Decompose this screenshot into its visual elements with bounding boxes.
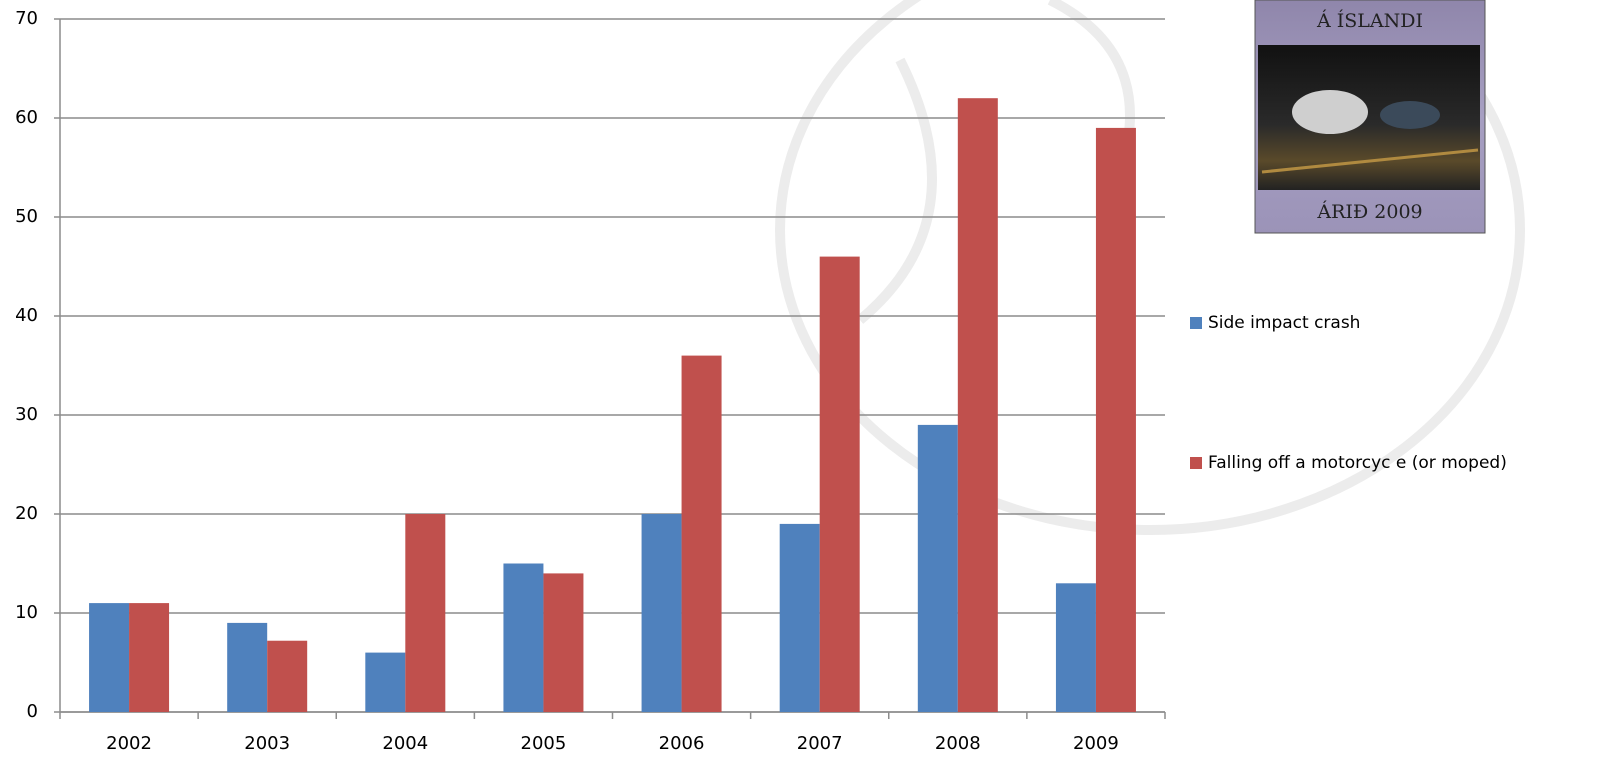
x-tick-label: 2002 (106, 733, 152, 754)
chart: Á ÍSLANDI ÁRIÐ 2009 0 10 20 30 40 50 60 70 2002 2… (0, 0, 1620, 783)
y-tick-label: 30 (15, 404, 38, 425)
cover-title: Á ÍSLANDI (1316, 9, 1423, 32)
cover-subtitle: ÁRIÐ 2009 (1316, 200, 1422, 223)
bar (642, 514, 682, 712)
x-tick-label: 2008 (935, 733, 981, 754)
y-tick-label: 20 (15, 503, 38, 524)
legend-swatch (1190, 457, 1202, 469)
y-tick-label: 40 (15, 305, 38, 326)
bar (682, 356, 722, 712)
x-tick-label: 2007 (797, 733, 843, 754)
bar (405, 514, 445, 712)
legend-swatch (1190, 317, 1202, 329)
legend-label: Side impact crash (1208, 313, 1360, 333)
bar (503, 564, 543, 713)
x-tick-label: 2005 (521, 733, 567, 754)
bar (820, 257, 860, 712)
x-tick-label: 2004 (382, 733, 428, 754)
bar (227, 623, 267, 712)
bar (1096, 128, 1136, 712)
bar (780, 524, 820, 712)
x-tick-label: 2009 (1073, 733, 1119, 754)
y-tick-label: 60 (15, 107, 38, 128)
bar (543, 573, 583, 712)
y-tick-label: 10 (15, 602, 38, 623)
y-tick-label: 70 (15, 8, 38, 29)
bar (365, 653, 405, 712)
y-tick-label: 50 (15, 206, 38, 227)
bar (129, 603, 169, 712)
bar (958, 98, 998, 712)
bar (267, 641, 307, 712)
bar (89, 603, 129, 712)
y-tick-label: 0 (27, 701, 38, 722)
x-tick-label: 2006 (659, 733, 705, 754)
legend-label: Falling off a motorcyc e (or moped) (1208, 453, 1507, 473)
bar (1056, 583, 1096, 712)
bar (918, 425, 958, 712)
x-tick-label: 2003 (244, 733, 290, 754)
cover-image: Á ÍSLANDI ÁRIÐ 2009 (1255, 0, 1485, 233)
